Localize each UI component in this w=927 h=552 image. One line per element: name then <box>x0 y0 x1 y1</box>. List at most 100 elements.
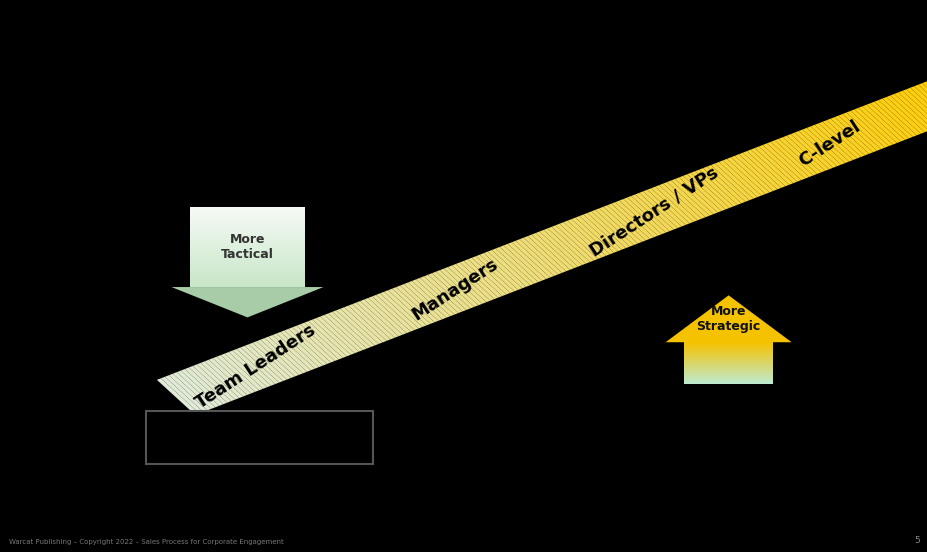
Polygon shape <box>309 320 350 356</box>
Polygon shape <box>787 134 829 171</box>
Bar <box>190 280 305 282</box>
Polygon shape <box>184 368 227 404</box>
Polygon shape <box>730 156 773 193</box>
Polygon shape <box>567 219 610 256</box>
Polygon shape <box>260 338 303 375</box>
Polygon shape <box>428 273 470 310</box>
Bar <box>190 242 305 244</box>
Polygon shape <box>679 176 721 213</box>
Polygon shape <box>922 82 927 118</box>
Polygon shape <box>775 139 818 176</box>
Bar <box>190 274 305 276</box>
Polygon shape <box>611 202 654 239</box>
Polygon shape <box>879 99 921 135</box>
Polygon shape <box>273 333 315 370</box>
Polygon shape <box>695 169 738 206</box>
Bar <box>684 355 773 357</box>
Polygon shape <box>484 252 527 288</box>
Bar <box>684 354 773 355</box>
Bar <box>190 248 305 250</box>
Bar <box>190 225 305 226</box>
Polygon shape <box>349 304 390 341</box>
Polygon shape <box>591 210 634 247</box>
Polygon shape <box>834 115 877 152</box>
Polygon shape <box>408 281 451 317</box>
Polygon shape <box>552 225 594 262</box>
Polygon shape <box>181 369 223 406</box>
Polygon shape <box>480 253 522 290</box>
Polygon shape <box>229 351 271 387</box>
Polygon shape <box>524 236 566 273</box>
Polygon shape <box>751 148 794 185</box>
Polygon shape <box>895 92 927 129</box>
Polygon shape <box>540 230 582 267</box>
Polygon shape <box>372 295 414 332</box>
Polygon shape <box>451 264 494 301</box>
Bar <box>684 360 773 362</box>
Polygon shape <box>719 161 761 197</box>
Polygon shape <box>600 207 641 243</box>
Polygon shape <box>914 84 927 121</box>
Bar <box>190 223 305 225</box>
Bar <box>190 264 305 266</box>
Polygon shape <box>819 122 861 158</box>
Bar <box>684 365 773 367</box>
Polygon shape <box>157 378 199 415</box>
Bar <box>190 278 305 279</box>
Text: Warcat Publishing – Copyright 2022 – Sales Process for Corporate Engagement: Warcat Publishing – Copyright 2022 – Sal… <box>9 539 284 545</box>
Text: Directors / VPs: Directors / VPs <box>587 163 722 261</box>
Polygon shape <box>715 162 757 199</box>
Polygon shape <box>770 140 813 177</box>
Bar <box>684 374 773 375</box>
Bar <box>684 381 773 382</box>
Polygon shape <box>755 146 797 183</box>
Polygon shape <box>508 242 550 279</box>
Polygon shape <box>855 108 897 145</box>
Polygon shape <box>616 200 658 237</box>
Polygon shape <box>269 335 311 371</box>
Bar <box>190 263 305 264</box>
Text: C-level: C-level <box>795 118 864 171</box>
Polygon shape <box>276 332 319 369</box>
Polygon shape <box>655 185 698 222</box>
Polygon shape <box>846 111 889 147</box>
Polygon shape <box>491 248 534 285</box>
Polygon shape <box>548 227 590 263</box>
Polygon shape <box>404 283 447 319</box>
Polygon shape <box>874 100 917 137</box>
Polygon shape <box>839 114 881 151</box>
Polygon shape <box>560 222 602 259</box>
Polygon shape <box>285 329 327 365</box>
Bar <box>190 279 305 280</box>
Polygon shape <box>448 266 490 302</box>
Bar <box>190 234 305 236</box>
Polygon shape <box>564 221 606 257</box>
Polygon shape <box>831 117 873 154</box>
Polygon shape <box>252 341 295 378</box>
Bar <box>684 373 773 374</box>
Polygon shape <box>867 103 908 140</box>
Bar <box>684 363 773 364</box>
Polygon shape <box>440 269 482 305</box>
Polygon shape <box>603 205 646 242</box>
Polygon shape <box>527 235 570 271</box>
Bar <box>190 231 305 232</box>
Polygon shape <box>257 339 299 376</box>
Polygon shape <box>635 193 678 230</box>
Polygon shape <box>631 194 674 231</box>
Polygon shape <box>212 357 255 394</box>
Polygon shape <box>456 262 499 299</box>
Polygon shape <box>361 300 402 336</box>
Polygon shape <box>316 316 359 353</box>
Bar <box>684 377 773 378</box>
Polygon shape <box>531 233 574 270</box>
Bar <box>190 237 305 239</box>
Polygon shape <box>910 86 927 123</box>
Polygon shape <box>883 97 925 134</box>
Polygon shape <box>436 270 478 307</box>
Polygon shape <box>193 364 235 401</box>
Polygon shape <box>344 306 387 342</box>
Bar <box>190 218 305 220</box>
Bar <box>146 411 373 464</box>
Bar <box>190 207 305 209</box>
